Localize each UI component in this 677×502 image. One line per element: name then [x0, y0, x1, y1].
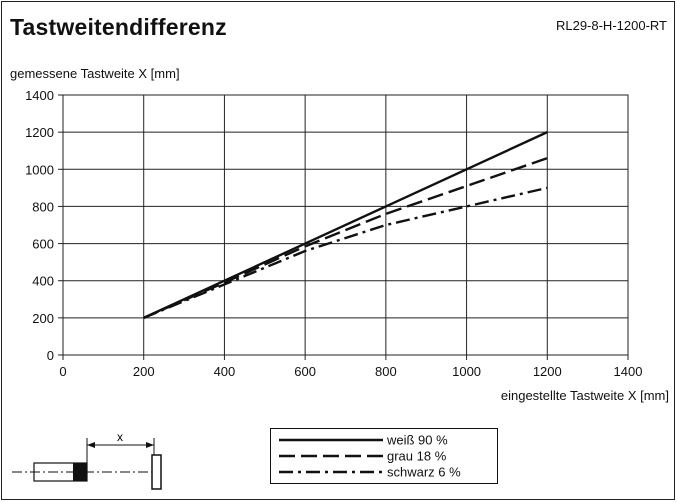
grid: [58, 94, 629, 360]
y-tick-label: 0: [47, 348, 54, 363]
y-tick-label: 400: [32, 274, 54, 289]
y-tick-label: 1000: [25, 162, 54, 177]
x-tick-label: 200: [133, 364, 155, 379]
series-lines: [143, 131, 548, 319]
series-line-3: [143, 186, 548, 319]
legend-entries: weiß 90 %grau 18 %schwarz 6 %: [279, 433, 461, 480]
y-tick-label: 1400: [25, 88, 54, 103]
y-tick-label: 200: [32, 311, 54, 326]
x-tick-label: 1400: [614, 364, 643, 379]
x-tick-label: 0: [59, 364, 66, 379]
legend: weiß 90 % grau 18 % schwarz 6 %: [270, 428, 498, 484]
legend-label-3: schwarz 6 %: [387, 465, 461, 480]
x-tick-label: 1000: [452, 364, 481, 379]
tick-labels: 0 200 400 600 800 1000 1200 1400 0 200 400 600 800 10…: [25, 88, 642, 379]
y-axis-label: gemessene Tastweite X [mm]: [10, 66, 180, 81]
x-tick-label: 1200: [533, 364, 562, 379]
legend-label-2: grau 18 %: [387, 449, 447, 464]
y-tick-label: 1200: [25, 125, 54, 140]
chart-title: Tastweitendifferenz: [10, 14, 227, 40]
x-tick-label: 800: [375, 364, 397, 379]
legend-label-1: weiß 90 %: [386, 433, 448, 448]
y-tick-label: 600: [32, 237, 54, 252]
x-tick-label: 400: [214, 364, 236, 379]
model-number: RL29-8-H-1200-RT: [555, 18, 667, 33]
series-line-1: [143, 131, 548, 319]
y-tick-label: 800: [32, 199, 54, 214]
series-line-2: [143, 157, 548, 319]
chart-plot: 0 200 400 600 800 1000 1200 1400 0 200 400 600 800 10…: [25, 88, 642, 379]
x-tick-label: 600: [294, 364, 316, 379]
x-axis-label: eingestellte Tastweite X [mm]: [500, 388, 669, 403]
